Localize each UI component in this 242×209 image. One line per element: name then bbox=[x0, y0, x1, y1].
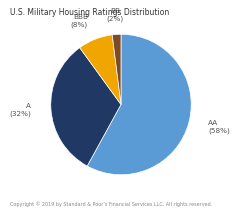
Wedge shape bbox=[51, 48, 121, 166]
Text: Copyright © 2019 by Standard & Poor’s Financial Services LLC. All rights reserve: Copyright © 2019 by Standard & Poor’s Fi… bbox=[10, 201, 212, 207]
Text: AA
(58%): AA (58%) bbox=[208, 120, 230, 134]
Text: BB
(2%): BB (2%) bbox=[107, 8, 124, 22]
Wedge shape bbox=[112, 34, 121, 104]
Wedge shape bbox=[80, 35, 121, 104]
Wedge shape bbox=[87, 34, 191, 175]
Text: U.S. Military Housing Ratings Distribution: U.S. Military Housing Ratings Distributi… bbox=[10, 8, 169, 17]
Text: A
(32%): A (32%) bbox=[9, 103, 31, 117]
Text: BBB
(8%): BBB (8%) bbox=[71, 14, 88, 28]
